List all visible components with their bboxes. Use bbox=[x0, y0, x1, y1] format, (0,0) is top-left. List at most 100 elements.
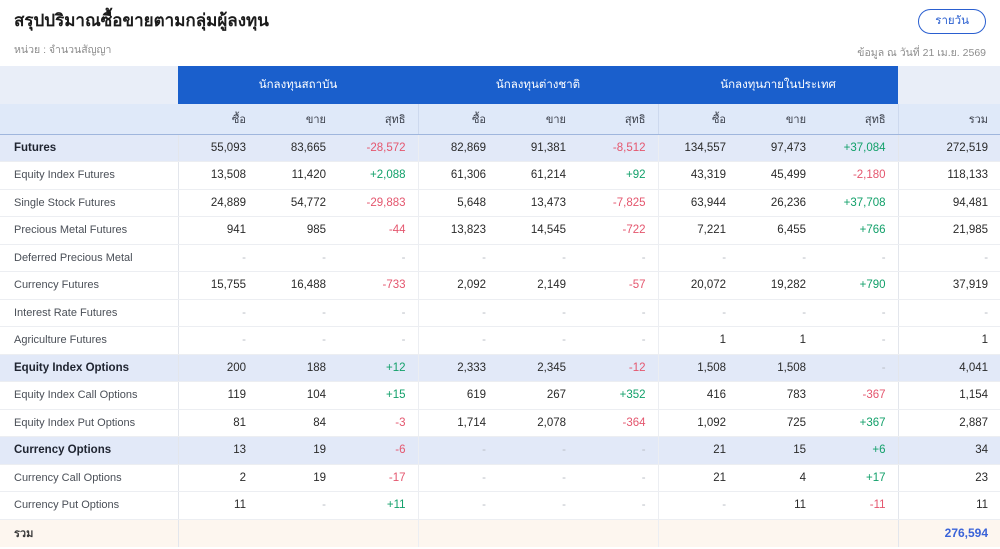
table-cell: - bbox=[818, 326, 899, 355]
table-cell: -2,180 bbox=[818, 161, 899, 190]
total-row-empty-cell bbox=[338, 518, 419, 547]
table-cell: 55,093 bbox=[178, 134, 258, 162]
table-cell: 188 bbox=[258, 354, 338, 382]
table-cell: - bbox=[738, 244, 819, 272]
row-label: Single Stock Futures bbox=[0, 189, 179, 217]
table-cell: 416 bbox=[657, 381, 739, 410]
table-cell: 11 bbox=[738, 491, 819, 520]
table-cell: 84 bbox=[258, 409, 338, 437]
table-row: Currency Put Options 11- +11- - - -11 -11 11 bbox=[0, 491, 1000, 520]
row-label: Equity Index Call Options bbox=[0, 381, 179, 410]
table-cell: 81 bbox=[178, 409, 258, 437]
table-cell: - bbox=[338, 299, 419, 327]
table-cell: 94,481 bbox=[897, 189, 1000, 217]
table-cell: - bbox=[818, 354, 899, 382]
table-cell: -733 bbox=[338, 271, 419, 300]
table-cell: +352 bbox=[578, 381, 659, 410]
table-cell: -11 bbox=[818, 491, 899, 520]
sub-header-inst-sell: ขาย bbox=[258, 104, 338, 135]
table-cell: 6,455 bbox=[738, 216, 819, 245]
table-cell: 1 bbox=[897, 326, 1000, 355]
table-cell: 1,508 bbox=[657, 354, 739, 382]
table-cell: 134,557 bbox=[657, 134, 739, 162]
table-cell: 13,823 bbox=[417, 216, 499, 245]
sub-header-foreign-buy: ซื้อ bbox=[417, 104, 499, 135]
table-cell: - bbox=[258, 299, 338, 327]
table-cell: 13,508 bbox=[178, 161, 258, 190]
table-cell: 2,887 bbox=[897, 409, 1000, 437]
table-cell: 5,648 bbox=[417, 189, 499, 217]
table-cell: 61,306 bbox=[417, 161, 499, 190]
sub-header-local-net: สุทธิ bbox=[818, 104, 899, 135]
table-cell: 11 bbox=[178, 491, 258, 520]
table-cell: - bbox=[417, 326, 499, 355]
table-cell: 20,072 bbox=[657, 271, 739, 300]
table-cell: 97,473 bbox=[738, 134, 819, 162]
header-right-controls: รายวัน ข้อมูล ณ วันที่ 21 เม.ย. 2569 bbox=[857, 9, 986, 61]
table-cell: 2,078 bbox=[498, 409, 579, 437]
table-cell: 1 bbox=[738, 326, 819, 355]
table-row: Currency Options 13 19 -6- - -21 15 +6 34 bbox=[0, 436, 1000, 465]
table-cell: +92 bbox=[578, 161, 659, 190]
table-row: Equity Index Put Options 81 84 -3 1,714 2,078… bbox=[0, 409, 1000, 437]
total-row-empty-cell bbox=[258, 518, 338, 547]
table-cell: -7,825 bbox=[578, 189, 659, 217]
table-cell: - bbox=[338, 326, 419, 355]
table-cell: - bbox=[897, 244, 1000, 272]
sub-header-inst-net: สุทธิ bbox=[338, 104, 419, 135]
period-toggle-daily-button[interactable]: รายวัน bbox=[918, 9, 986, 34]
table-cell: -17 bbox=[338, 464, 419, 492]
table-cell: 7,221 bbox=[657, 216, 739, 245]
table-cell: 2,333 bbox=[417, 354, 499, 382]
table-total-row: รวม 276,594 bbox=[0, 518, 1000, 547]
sub-header-blank bbox=[0, 104, 178, 135]
table-cell: -367 bbox=[818, 381, 899, 410]
row-label: Equity Index Options bbox=[0, 354, 179, 382]
table-cell: 1,092 bbox=[657, 409, 739, 437]
table-cell: 619 bbox=[417, 381, 499, 410]
table-cell: 15,755 bbox=[178, 271, 258, 300]
group-header-foreign: นักลงทุนต่างชาติ bbox=[418, 66, 659, 104]
table-row: Equity Index Futures 13,508 11,420 +2,088 61… bbox=[0, 161, 1000, 190]
row-label: Currency Futures bbox=[0, 271, 179, 300]
row-label: Deferred Precious Metal bbox=[0, 244, 179, 272]
table-cell: - bbox=[578, 326, 659, 355]
table-cell: -722 bbox=[578, 216, 659, 245]
table-row: Futures 55,093 83,665 -28,572 82,869 91,381 -8… bbox=[0, 134, 1000, 162]
table-cell: +37,084 bbox=[818, 134, 899, 162]
table-cell: +15 bbox=[338, 381, 419, 410]
sub-header-local-buy: ซื้อ bbox=[657, 104, 739, 135]
table-cell: 985 bbox=[258, 216, 338, 245]
table-cell: 21 bbox=[657, 464, 739, 492]
page-header: สรุปปริมาณซื้อขายตามกลุ่มผู้ลงทุน หน่วย … bbox=[0, 0, 1000, 66]
table-cell: 104 bbox=[258, 381, 338, 410]
table-cell: -57 bbox=[578, 271, 659, 300]
table-cell: 267 bbox=[498, 381, 579, 410]
table-cell: - bbox=[258, 244, 338, 272]
table-cell: 54,772 bbox=[258, 189, 338, 217]
table-cell: 1 bbox=[657, 326, 739, 355]
table-cell: - bbox=[178, 326, 258, 355]
table-cell: -29,883 bbox=[338, 189, 419, 217]
table-cell: 19 bbox=[258, 464, 338, 492]
table-cell: - bbox=[258, 491, 338, 520]
table-cell: 1,508 bbox=[738, 354, 819, 382]
table-cell: 91,381 bbox=[498, 134, 579, 162]
group-header-institutional: นักลงทุนสถาบัน bbox=[178, 66, 419, 104]
table-cell: +6 bbox=[818, 436, 899, 465]
table-cell: -44 bbox=[338, 216, 419, 245]
total-row-value: 276,594 bbox=[897, 518, 1000, 547]
table-cell: 24,889 bbox=[178, 189, 258, 217]
table-cell: 4 bbox=[738, 464, 819, 492]
table-cell: - bbox=[498, 326, 579, 355]
total-row-empty-cell bbox=[578, 518, 659, 547]
table-cell: 63,944 bbox=[657, 189, 739, 217]
table-cell: +17 bbox=[818, 464, 899, 492]
table-row: Deferred Precious Metal - - - - - - - - - - bbox=[0, 244, 1000, 272]
row-label: Agriculture Futures bbox=[0, 326, 179, 355]
total-row-empty-cell bbox=[818, 518, 899, 547]
table-cell: 14,545 bbox=[498, 216, 579, 245]
table-cell: - bbox=[498, 244, 579, 272]
table-cell: - bbox=[498, 436, 579, 465]
